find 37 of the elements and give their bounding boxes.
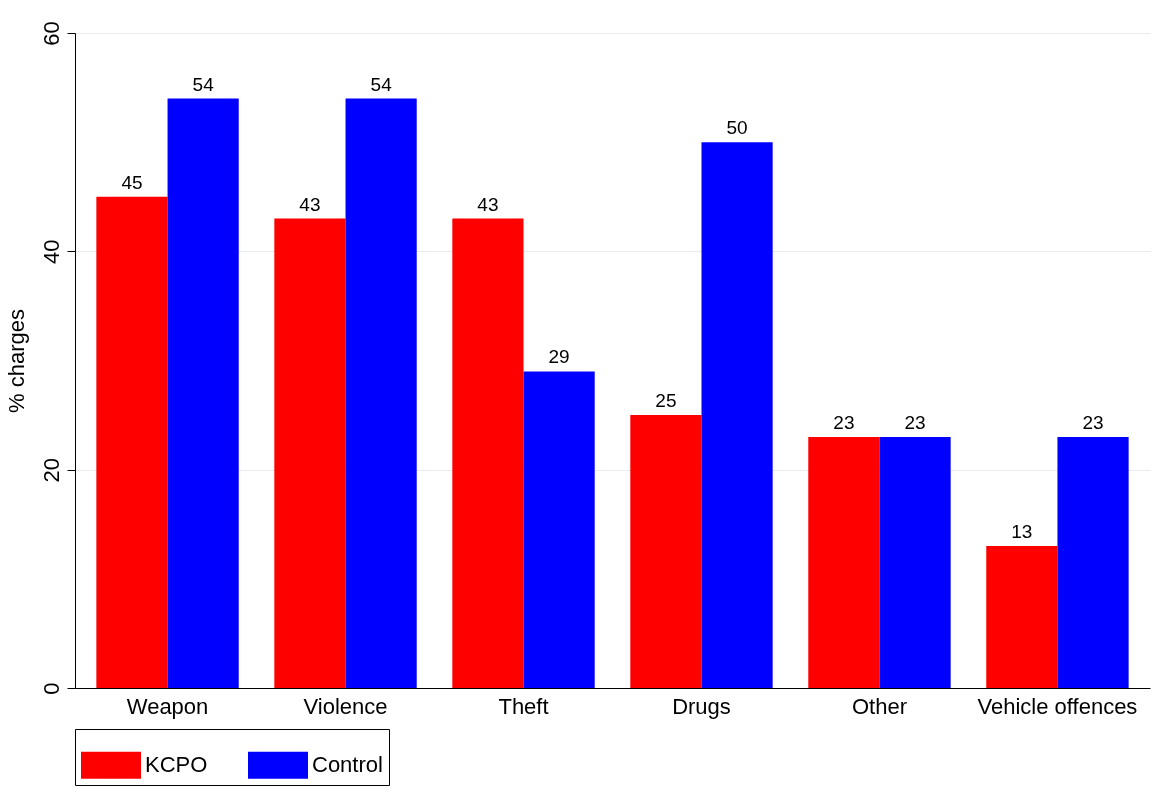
x-tick-label: Theft xyxy=(498,693,549,719)
legend-label: Control xyxy=(312,752,383,778)
x-tick-label: Weapon xyxy=(126,693,209,719)
x-tick-label: Other xyxy=(851,693,907,719)
x-tick-label: Vehicle offences xyxy=(977,693,1138,719)
bar xyxy=(96,196,168,688)
y-tick-label: 60 xyxy=(38,21,64,46)
data-label: 23 xyxy=(833,411,855,433)
data-label: 45 xyxy=(121,171,143,193)
y-axis-title: % charges xyxy=(3,309,29,413)
bar xyxy=(345,98,417,688)
data-label: 43 xyxy=(477,193,499,215)
bar xyxy=(523,371,595,688)
bar xyxy=(879,436,951,688)
data-label: 29 xyxy=(548,346,570,368)
bar xyxy=(167,98,239,688)
data-label: 54 xyxy=(370,73,393,95)
y-tick-label: 0 xyxy=(38,682,64,695)
data-label: 23 xyxy=(1082,411,1104,433)
y-tick-label: 20 xyxy=(38,457,64,483)
data-label: 43 xyxy=(299,193,321,215)
data-label: 25 xyxy=(655,390,677,412)
y-tick-label: 40 xyxy=(38,239,64,265)
bar xyxy=(274,218,346,688)
bar xyxy=(1057,436,1129,688)
bar xyxy=(986,546,1058,688)
legend-label: KCPO xyxy=(145,752,208,778)
data-label: 13 xyxy=(1011,521,1033,543)
data-label: 50 xyxy=(726,117,748,139)
x-tick-label: Violence xyxy=(303,693,388,719)
x-tick-label: Drugs xyxy=(672,693,731,719)
data-label: 54 xyxy=(192,73,215,95)
data-label: 23 xyxy=(904,411,926,433)
bar xyxy=(630,415,702,688)
bar xyxy=(452,218,524,688)
bar xyxy=(808,436,880,688)
bar xyxy=(701,142,773,688)
